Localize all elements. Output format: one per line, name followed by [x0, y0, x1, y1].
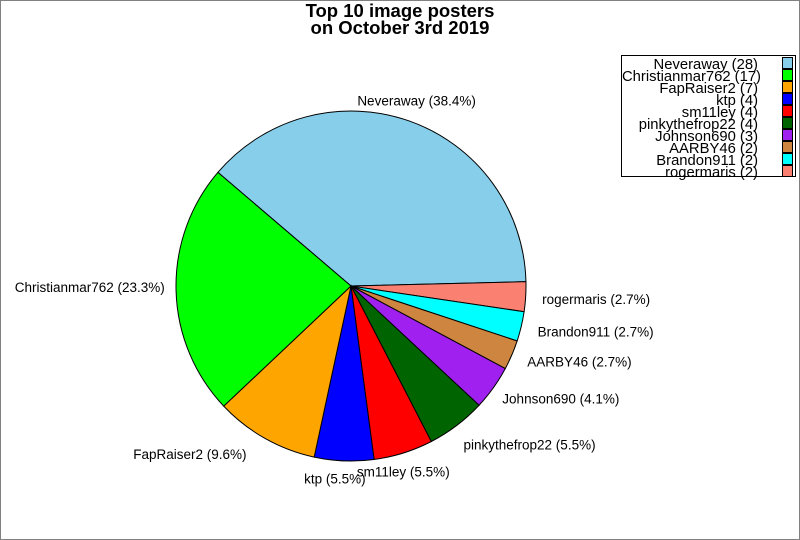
svg-text:Neveraway (38.4%): Neveraway (38.4%) [357, 93, 476, 108]
svg-text:pinkythefrop22 (5.5%): pinkythefrop22 (5.5%) [464, 438, 596, 453]
svg-text:rogermaris (2.7%): rogermaris (2.7%) [542, 292, 650, 307]
svg-text:Johnson690 (4.1%): Johnson690 (4.1%) [502, 392, 619, 407]
svg-text:FapRaiser2 (9.6%): FapRaiser2 (9.6%) [133, 447, 246, 462]
svg-text:AARBY46 (2.7%): AARBY46 (2.7%) [527, 354, 631, 369]
svg-text:Brandon911 (2.7%): Brandon911 (2.7%) [538, 324, 654, 339]
svg-text:Christianmar762 (23.3%): Christianmar762 (23.3%) [15, 280, 165, 295]
svg-text:ktp (5.5%): ktp (5.5%) [304, 472, 366, 487]
svg-text:sm11ley (5.5%): sm11ley (5.5%) [357, 465, 450, 480]
